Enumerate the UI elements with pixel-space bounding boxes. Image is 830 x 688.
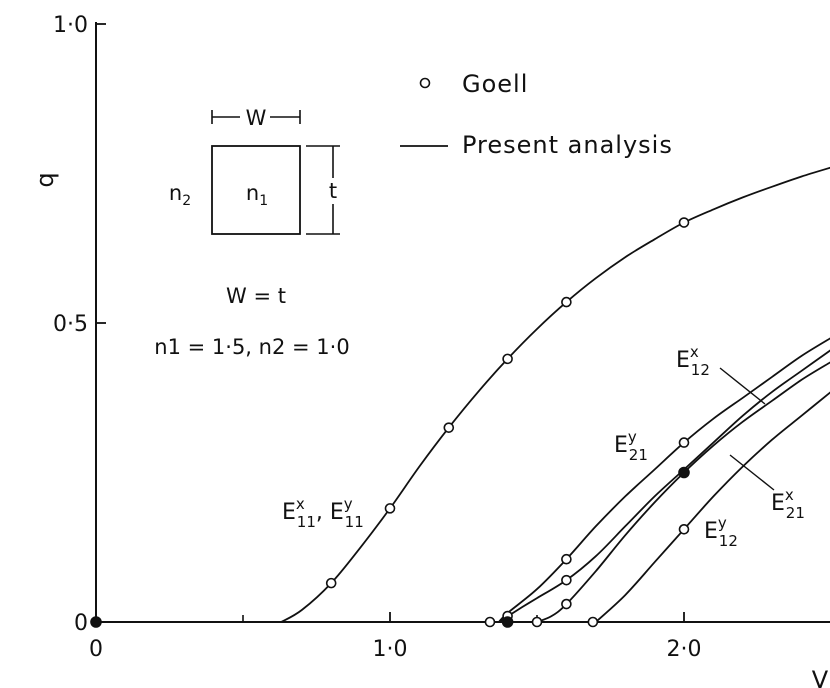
x-axis-label: V	[812, 666, 829, 688]
waveguide-core-rect	[211, 145, 301, 235]
curve-e21y	[498, 337, 830, 623]
leader-e21x	[729, 454, 775, 491]
goell-point-e11x-e11y	[561, 296, 572, 308]
ticks	[95, 23, 685, 623]
inset-indices: n1 = 1·5, n2 = 1·0	[154, 335, 349, 359]
cladding-index-label: n2	[169, 181, 191, 209]
legend-analysis-label: Present analysis	[462, 131, 673, 159]
inset-diagram: W t n1 n2 W = t n1 = 1·5, n2 = 1·0	[154, 106, 349, 359]
curve-label-e12y: Ey 12	[704, 514, 738, 550]
cutoff-point-filled	[90, 616, 102, 628]
y-axis-label: b	[34, 172, 62, 187]
inset-condition: W = t	[226, 284, 286, 308]
goell-point-e11x-e11y	[443, 422, 455, 433]
curve-e12x	[498, 349, 830, 623]
goell-point-e11x-e11y	[678, 217, 690, 228]
y-tick-label: 0	[74, 611, 88, 636]
goell-point-e11x-e11y	[325, 577, 337, 589]
axes	[95, 22, 830, 623]
curve-labels: Ex 11, Ey 11 Ex 12 Ey 21 Ex 21 Ey 12	[282, 343, 805, 550]
y-tick-label: 1·0	[53, 13, 88, 38]
legend-goell-label: Goell	[462, 70, 528, 98]
markers	[90, 217, 690, 628]
goell-point-e21x	[561, 598, 572, 610]
goell-point-filled-e21x	[678, 466, 690, 479]
goell-point-e12y	[678, 524, 690, 535]
width-label: W	[246, 106, 267, 130]
goell-point-e21y	[561, 553, 572, 565]
x-tick-label: 2·0	[667, 637, 702, 662]
core-index-label: n1	[246, 181, 268, 209]
leader-e12x	[719, 367, 766, 405]
curve-e11x-e11y	[280, 166, 830, 623]
curves	[280, 166, 830, 623]
x-tick-label: 0	[89, 637, 103, 662]
goell-point-e12x	[561, 574, 572, 586]
curve-label-e21y: Ey 21	[614, 428, 648, 464]
curve-e12y	[595, 391, 830, 623]
curve-label-e21x: Ex 21	[771, 486, 805, 522]
legend: Goell Present analysis	[400, 70, 673, 159]
curve-label-e11: Ex 11, Ey 11	[282, 495, 364, 531]
goell-point-e11x-e11y	[502, 353, 513, 365]
cutoff-point	[484, 616, 496, 628]
x-tick-label: 1·0	[373, 637, 408, 662]
y-tick-label: 0·5	[53, 312, 88, 337]
goell-point-e11x-e11y	[384, 503, 396, 514]
legend-goell-marker	[419, 77, 431, 89]
height-label: t	[329, 179, 337, 203]
goell-point-e21y	[678, 437, 690, 448]
tick-labels: 0 1·0 2·0 0 0·5 1·0	[53, 13, 702, 662]
curve-label-e12x: Ex 12	[676, 343, 710, 379]
cutoff-point	[531, 616, 543, 628]
cutoff-point	[587, 616, 599, 628]
cutoff-point-filled	[501, 616, 514, 628]
